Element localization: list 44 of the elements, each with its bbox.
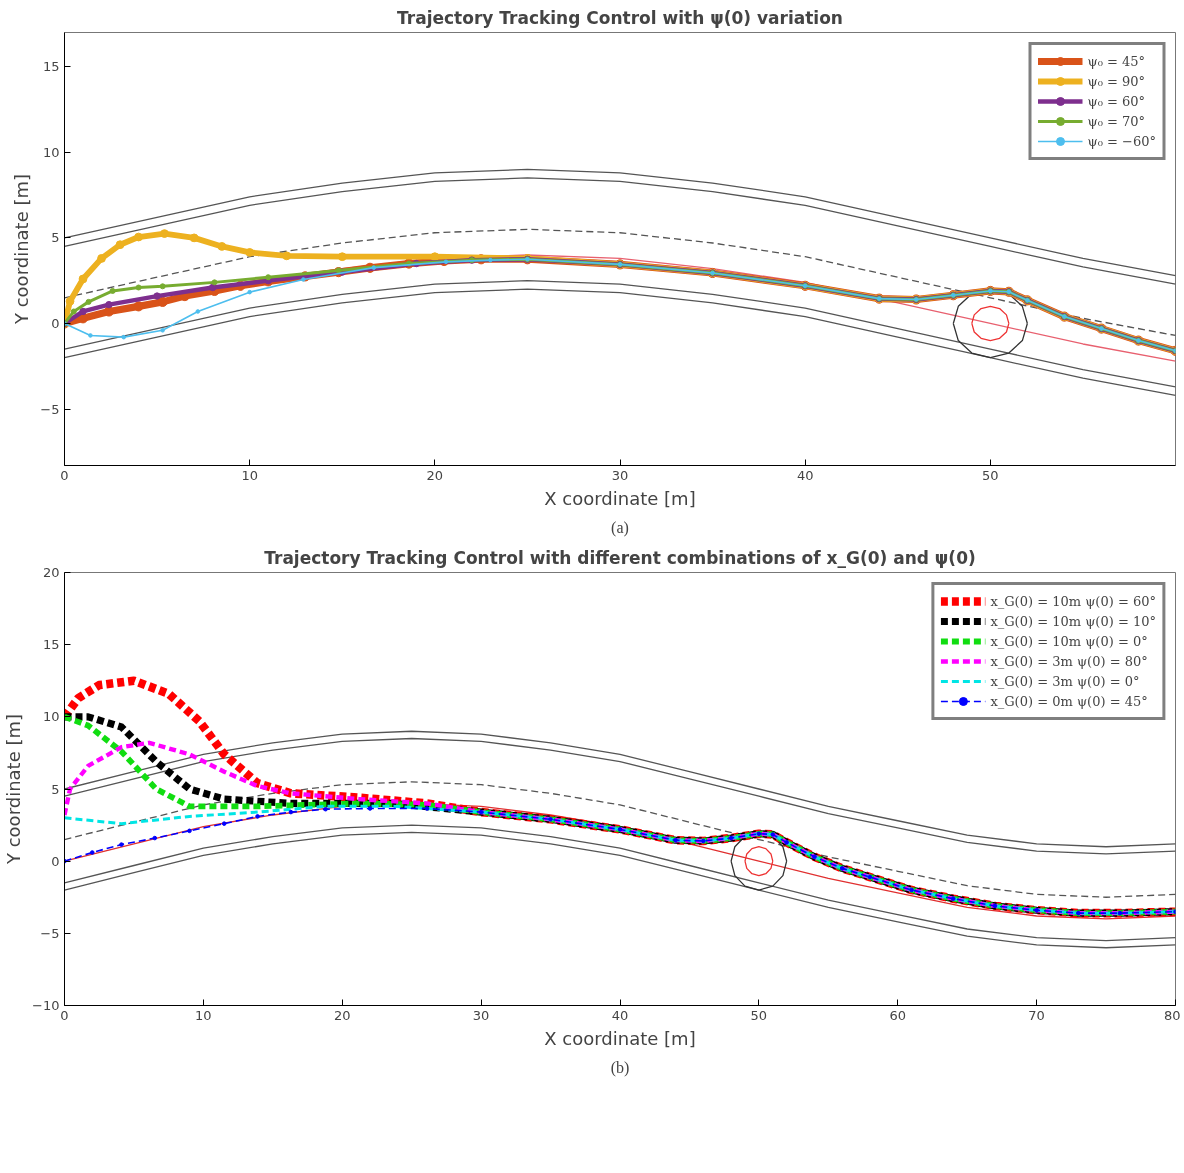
y-tick-label: 10 xyxy=(42,144,60,160)
legend-label: x_G(0) = 0m ψ(0) = 45° xyxy=(990,693,1148,709)
x-tick-label: 30 xyxy=(611,467,629,483)
legend-label: ψ₀ = 60° xyxy=(1087,93,1146,109)
text: (a) xyxy=(611,518,629,537)
legend-label: x_G(0) = 10m ψ(0) = 0° xyxy=(990,633,1148,649)
x-tick-label: 50 xyxy=(982,467,999,483)
chart-title: Trajectory Tracking Control with different combinations of x_G(0) and ψ(0) xyxy=(264,547,976,568)
legend-label: x_G(0) = 3m ψ(0) = 80° xyxy=(990,653,1148,669)
x-tick-label: 40 xyxy=(796,467,814,483)
x-tick-label: 20 xyxy=(333,1007,351,1023)
y-axis-title: Y coordinate [m] xyxy=(3,713,25,866)
y-tick-label: −5 xyxy=(40,401,60,417)
y-tick-label: 20 xyxy=(42,565,60,580)
x-tick-label: 10 xyxy=(195,1007,212,1023)
y-tick-label: 10 xyxy=(42,709,60,725)
x-axis-title: X coordinate [m] xyxy=(544,487,696,509)
y-tick-label: 0 xyxy=(51,853,60,869)
x-axis-title: X coordinate [m] xyxy=(544,1027,696,1049)
y-tick-label: 5 xyxy=(51,230,60,246)
x-tick-label: 40 xyxy=(611,1007,629,1023)
x-tick-label: 50 xyxy=(750,1007,768,1023)
y-tick-label: 15 xyxy=(42,637,60,653)
y-tick-label: 15 xyxy=(42,59,60,75)
chart-title: Trajectory Tracking Control with ψ(0) variation xyxy=(397,7,843,28)
legend-label: ψ₀ = −60° xyxy=(1087,133,1156,149)
legend-label: ψ₀ = 90° xyxy=(1087,73,1146,89)
legend-label: ψ₀ = 70° xyxy=(1087,113,1146,129)
x-tick-label: 60 xyxy=(889,1007,907,1023)
text: (b) xyxy=(610,1058,630,1077)
y-tick-label: −5 xyxy=(40,925,60,941)
legend-label: x_G(0) = 10m ψ(0) = 60° xyxy=(990,593,1156,609)
y-axis-title: Y coordinate [m] xyxy=(11,173,33,326)
x-tick-label: 80 xyxy=(1163,1007,1181,1023)
x-tick-label: 10 xyxy=(241,467,258,483)
legend-label: ψ₀ = 45° xyxy=(1087,53,1146,69)
x-tick-label: 70 xyxy=(1028,1007,1045,1023)
y-tick-label: −10 xyxy=(32,998,60,1013)
legend-label: x_G(0) = 10m ψ(0) = 10° xyxy=(990,613,1156,629)
x-tick-label: 30 xyxy=(472,1007,490,1023)
x-tick-label: 20 xyxy=(426,467,444,483)
legend-label: x_G(0) = 3m ψ(0) = 0° xyxy=(990,673,1140,689)
y-tick-label: 0 xyxy=(51,315,60,331)
y-tick-label: 5 xyxy=(51,781,60,797)
